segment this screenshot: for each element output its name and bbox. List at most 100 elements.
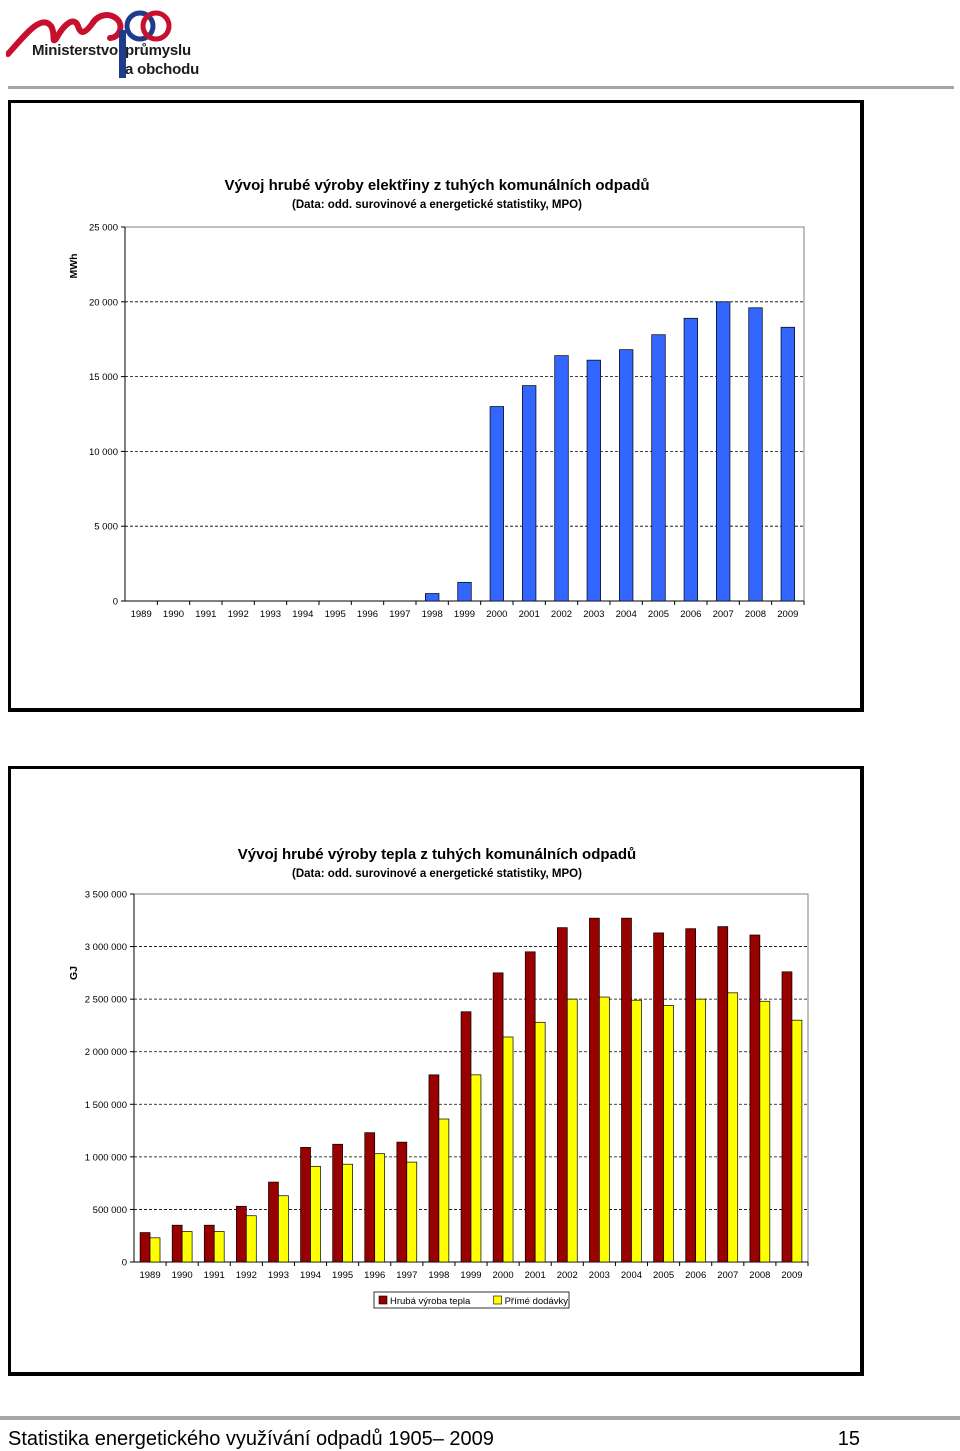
bar-hrub-v-roba-tepla-2004 [621, 917, 632, 1263]
bar-hrub-v-roba-tepla-2009 [781, 971, 793, 1263]
x-tick-label: 1998 [428, 1270, 449, 1281]
bar-p-m-dod-vky-1995 [342, 1163, 353, 1263]
x-tick-label: 1996 [364, 1270, 385, 1281]
bar-hrub-v-roba-tepla-2001 [524, 951, 536, 1263]
x-tick-label: 1996 [357, 609, 378, 620]
x-tick-label: 2008 [749, 1270, 770, 1281]
x-tick-label: 1995 [325, 609, 346, 620]
bar-series-2001 [522, 385, 537, 602]
x-tick-label: 2003 [589, 1270, 610, 1281]
bar-series-1998 [425, 593, 440, 602]
legend-swatch [378, 1295, 388, 1305]
bar-p-m-dod-vky-1994 [310, 1165, 321, 1263]
x-tick-label: 1999 [454, 609, 475, 620]
x-tick-label: 2007 [713, 609, 734, 620]
y-axis-label: MWh [68, 253, 80, 278]
bar-p-m-dod-vky-1999 [470, 1074, 482, 1263]
x-tick-label: 2003 [583, 609, 604, 620]
x-tick-label: 1999 [460, 1270, 481, 1281]
heat-chart: Vývoj hrubé výroby tepla z tuhých komuná… [68, 846, 809, 1309]
x-tick-label: 2005 [653, 1270, 674, 1281]
x-tick-label: 1994 [300, 1270, 321, 1281]
chart-subtitle: (Data: odd. surovinové a energetické sta… [292, 199, 582, 211]
x-tick-label: 2006 [680, 609, 701, 620]
chart-panel-electricity: Vývoj hrubé výroby elektřiny z tuhých ko… [8, 100, 864, 712]
mpo-logo-mark [5, 10, 172, 78]
bar-hrub-v-roba-tepla-1992 [236, 1205, 247, 1263]
bar-hrub-v-roba-tepla-1997 [396, 1141, 408, 1263]
x-tick-label: 1993 [260, 609, 281, 620]
y-tick-label: 2 000 000 [85, 1047, 127, 1058]
y-tick-label: 500 000 [93, 1205, 127, 1216]
x-tick-label: 2007 [717, 1270, 738, 1281]
x-tick-label: 2005 [648, 609, 669, 620]
x-tick-label: 1995 [332, 1270, 353, 1281]
bar-hrub-v-roba-tepla-2006 [685, 928, 697, 1263]
chart-title: Vývoj hrubé výroby tepla z tuhých komuná… [238, 846, 636, 863]
x-tick-label: 1989 [131, 609, 152, 620]
x-tick-label: 2002 [557, 1270, 578, 1281]
x-tick-label: 2009 [781, 1270, 802, 1281]
bar-series-1999 [457, 581, 472, 602]
bar-hrub-v-roba-tepla-2000 [492, 972, 504, 1263]
legend-swatch [493, 1295, 502, 1305]
bar-hrub-v-roba-tepla-1993 [268, 1181, 279, 1263]
bar-p-m-dod-vky-2007 [727, 992, 739, 1263]
bar-hrub-v-roba-tepla-1994 [300, 1147, 311, 1263]
bar-series-2008 [748, 307, 763, 602]
bar-series-2006 [683, 317, 698, 602]
x-tick-label: 1997 [396, 1270, 417, 1281]
bar-hrub-v-roba-tepla-1999 [460, 1011, 472, 1263]
footer-title: Statistika energetického využívání odpad… [8, 1428, 494, 1450]
y-tick-label: 3 500 000 [85, 890, 127, 901]
x-tick-label: 2004 [621, 1270, 642, 1281]
x-tick-label: 2002 [551, 609, 572, 620]
bar-p-m-dod-vky-1991 [213, 1231, 225, 1263]
x-tick-label: 2000 [486, 609, 507, 620]
y-axis-label: GJ [68, 966, 80, 980]
bar-p-m-dod-vky-1997 [406, 1161, 418, 1263]
logo-text-line1: Ministerstvo [32, 42, 118, 59]
bar-p-m-dod-vky-2003 [599, 996, 610, 1263]
bar-hrub-v-roba-tepla-1996 [364, 1132, 376, 1263]
bar-p-m-dod-vky-1996 [374, 1153, 386, 1263]
bar-p-m-dod-vky-2005 [663, 1005, 674, 1263]
x-tick-label: 2001 [525, 1270, 546, 1281]
x-tick-label: 2001 [519, 609, 540, 620]
bar-series-2007 [716, 301, 731, 602]
bar-series-2005 [651, 334, 666, 602]
x-tick-label: 2004 [616, 609, 637, 620]
header-divider [8, 86, 954, 89]
bar-hrub-v-roba-tepla-1991 [203, 1224, 215, 1263]
electricity-chart: Vývoj hrubé výroby elektřiny z tuhých ko… [68, 177, 805, 620]
y-tick-label: 5 000 [94, 522, 118, 533]
chart-subtitle: (Data: odd. surovinové a energetické sta… [292, 868, 582, 880]
x-tick-label: 1991 [204, 1270, 225, 1281]
mpo-logo: Ministerstvo průmyslu a obchodu [5, 4, 206, 84]
bar-p-m-dod-vky-2001 [534, 1021, 546, 1263]
bar-hrub-v-roba-tepla-2007 [717, 926, 729, 1263]
bar-hrub-v-roba-tepla-1998 [428, 1074, 440, 1263]
x-tick-label: 1992 [228, 609, 249, 620]
plot-area-frame [124, 226, 805, 602]
bar-p-m-dod-vky-1992 [245, 1215, 257, 1263]
y-tick-label: 25 000 [89, 223, 118, 234]
chart-panel-heat: Vývoj hrubé výroby tepla z tuhých komuná… [8, 766, 864, 1376]
legend-box [373, 1291, 570, 1309]
bar-hrub-v-roba-tepla-2008 [749, 934, 761, 1263]
x-tick-label: 1990 [163, 609, 184, 620]
legend-label: Přímé dodávky [505, 1296, 569, 1307]
bar-p-m-dod-vky-2000 [502, 1036, 514, 1263]
bar-series-2004 [619, 349, 634, 602]
legend-label: Hrubá výroba tepla [390, 1296, 471, 1307]
x-tick-label: 1992 [236, 1270, 257, 1281]
bar-hrub-v-roba-tepla-2003 [589, 917, 600, 1263]
bar-hrub-v-roba-tepla-1995 [332, 1143, 343, 1263]
bar-hrub-v-roba-tepla-1990 [171, 1224, 183, 1263]
y-tick-label: 1 500 000 [85, 1100, 127, 1111]
logo-text-line3: a obchodu [125, 61, 200, 78]
bar-hrub-v-roba-tepla-2005 [653, 932, 664, 1263]
y-tick-label: 0 [122, 1258, 127, 1269]
x-tick-label: 1991 [195, 609, 216, 620]
logo-text-line2: průmyslu [125, 42, 191, 59]
